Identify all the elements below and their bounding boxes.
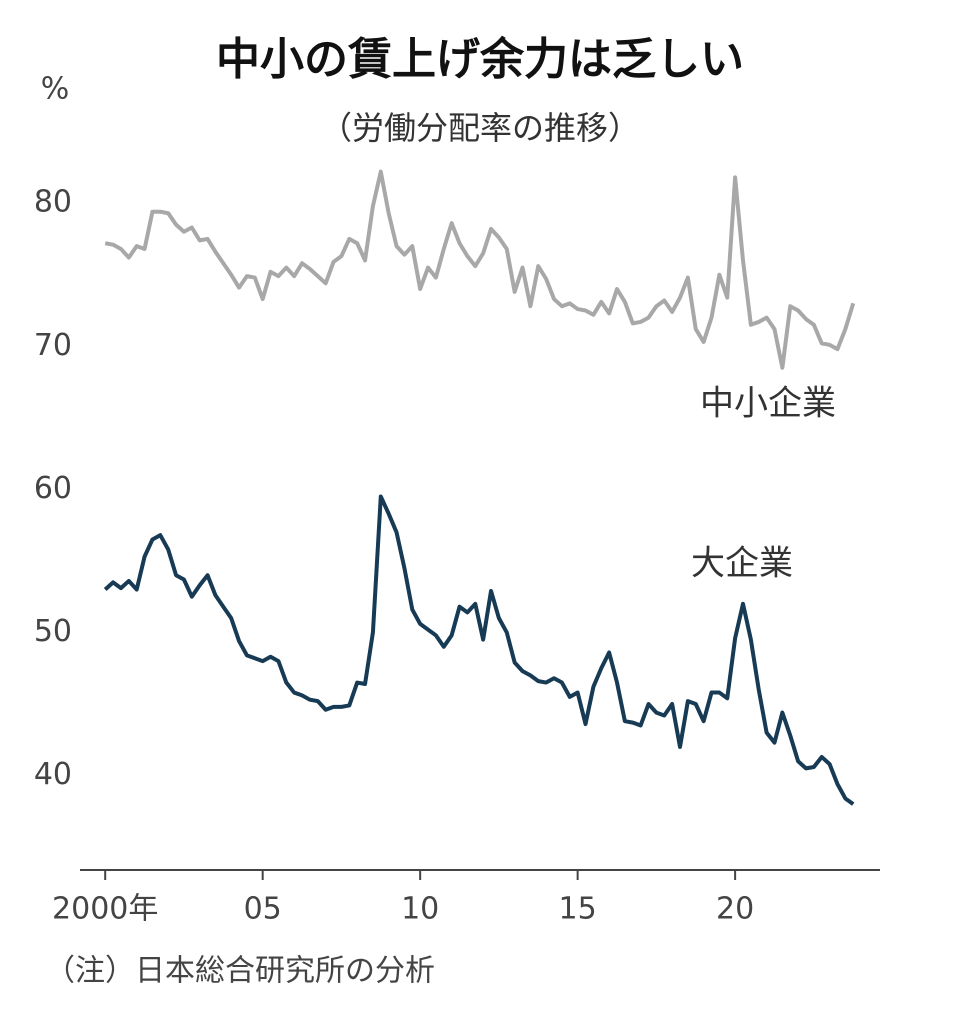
x-tick-label: 15 xyxy=(559,892,597,927)
series-line xyxy=(104,169,856,370)
x-tick-label: 20 xyxy=(716,892,754,927)
y-tick-label: 70 xyxy=(34,328,72,363)
note: （注）日本総合研究所の分析 xyxy=(45,954,435,989)
x-tick-label: 05 xyxy=(244,892,282,927)
y-tick-label: 80 xyxy=(34,185,72,220)
series-line xyxy=(103,494,855,806)
y-tick-label: 50 xyxy=(34,614,72,649)
x-tick-label: 10 xyxy=(401,892,439,927)
series-label: 大企業 xyxy=(691,544,793,584)
x-tick-label: 2000年 xyxy=(52,892,158,927)
chart-title: 中小の賃上げ余力は乏しい xyxy=(216,34,744,85)
y-tick-label: 40 xyxy=(34,757,72,792)
series-label: 中小企業 xyxy=(700,384,836,424)
y-unit: % xyxy=(41,72,70,107)
chart-subtitle: （労働分配率の推移） xyxy=(320,109,640,147)
y-tick-label: 60 xyxy=(34,471,72,506)
